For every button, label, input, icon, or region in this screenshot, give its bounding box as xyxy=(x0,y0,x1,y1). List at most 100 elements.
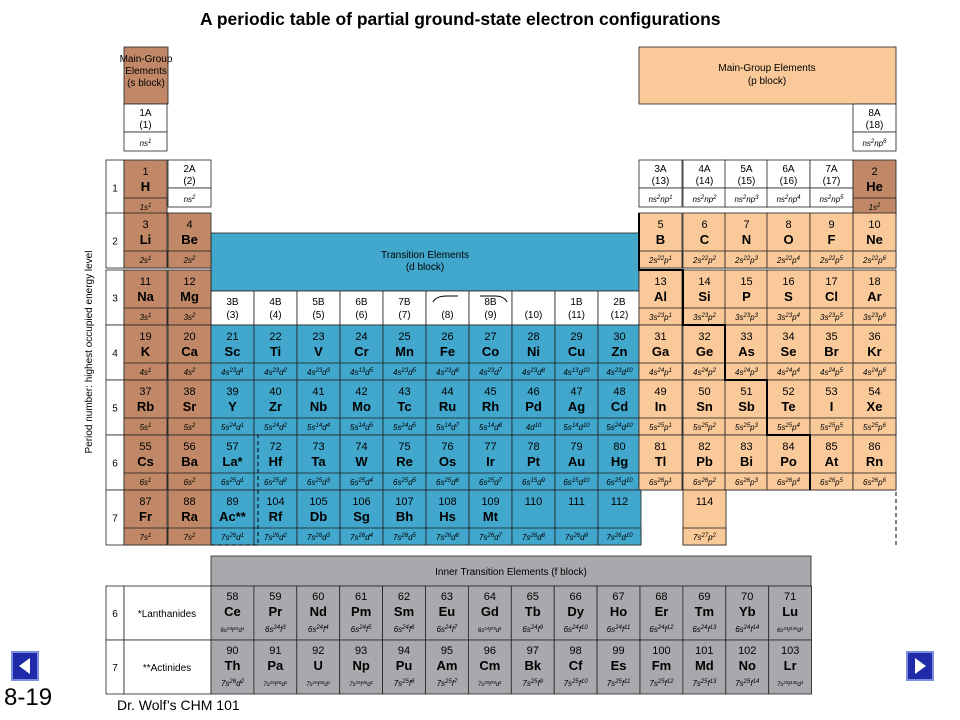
electron-configuration: 4d10 xyxy=(526,423,542,432)
atomic-number: 45 xyxy=(484,386,496,398)
element-symbol: Cf xyxy=(569,658,583,673)
electron-configuration: 4s23d10 xyxy=(606,368,633,377)
electron-configuration: 6s24f11 xyxy=(607,625,631,634)
electron-configuration: 7s25f146d1 xyxy=(777,680,804,689)
atomic-number: 63 xyxy=(441,591,453,603)
element-symbol: Tc xyxy=(397,399,411,414)
electron-configuration: 5s24d1 xyxy=(221,423,244,432)
configuration-cell xyxy=(852,250,897,269)
electron-configuration: 4s24p4 xyxy=(777,368,801,377)
element-cell-box xyxy=(510,585,555,641)
group-number: (6) xyxy=(355,310,367,321)
group-header-cell xyxy=(597,290,642,326)
electron-configuration: 7s25f6 xyxy=(394,679,415,688)
element-symbol: O xyxy=(783,232,793,247)
electron-configuration: 6s26p6 xyxy=(863,478,887,487)
atomic-number: 8 xyxy=(785,219,791,231)
group-configuration: ns2np2 xyxy=(692,195,717,204)
period-number: 1 xyxy=(112,184,118,195)
group-header-cell xyxy=(123,103,168,133)
electron-configuration: 6s24f12 xyxy=(649,625,674,634)
electron-configuration: 5s24d5 xyxy=(393,423,417,432)
electron-configuration: 3s23p4 xyxy=(777,313,801,322)
atomic-number: 77 xyxy=(484,441,496,453)
atomic-number: 73 xyxy=(312,441,324,453)
atomic-number: 82 xyxy=(698,441,710,453)
p-block-heading-box xyxy=(638,46,897,105)
atomic-number: 14 xyxy=(698,276,710,288)
atomic-number: 79 xyxy=(570,441,582,453)
atomic-number: 48 xyxy=(613,386,625,398)
electron-configuration: 6s25d3 xyxy=(307,478,331,487)
electron-configuration: 4s24p3 xyxy=(735,368,759,377)
electron-configuration: 7s26d6 xyxy=(436,533,460,542)
atomic-number: 92 xyxy=(312,645,324,657)
electron-configuration: 4s24p5 xyxy=(820,368,844,377)
group-header-cell xyxy=(296,290,341,326)
group-header-cell xyxy=(339,290,384,326)
electron-configuration: 6s15d10 xyxy=(563,478,590,487)
element-symbol: Na xyxy=(137,289,154,304)
element-symbol: Pr xyxy=(268,604,282,619)
group-name: 7A xyxy=(825,164,838,175)
element-cell: 74W 6s25d4 xyxy=(339,434,384,491)
element-cell-box xyxy=(553,585,598,641)
electron-configuration: 6s24f7 xyxy=(437,625,458,634)
group-name: 3B xyxy=(226,297,239,308)
element-cell: 5B 2s22p1 xyxy=(638,212,683,269)
group-name: 5B xyxy=(312,297,325,308)
configuration-cell xyxy=(852,472,897,491)
group-name: 7B xyxy=(398,297,411,308)
atomic-number: 66 xyxy=(570,591,582,603)
element-cell: 4Be 2s2 xyxy=(167,212,212,269)
atomic-number: 99 xyxy=(612,645,624,657)
atomic-number: 96 xyxy=(484,645,496,657)
s-block-heading: Elements xyxy=(125,66,167,77)
element-symbol: Pt xyxy=(527,454,541,469)
atomic-number: 78 xyxy=(527,441,539,453)
element-symbol: Li xyxy=(140,232,152,247)
atomic-number: 32 xyxy=(698,331,710,343)
atomic-number: 107 xyxy=(395,496,413,508)
atomic-number: 5 xyxy=(657,219,663,231)
atomic-number: 98 xyxy=(570,645,582,657)
electron-configuration: 6s15d9 xyxy=(522,478,546,487)
f-series-label-cell xyxy=(123,639,212,695)
atomic-number: 100 xyxy=(652,645,670,657)
element-cell-box xyxy=(725,639,770,695)
element-symbol: B xyxy=(656,232,665,247)
atomic-number: 61 xyxy=(355,591,367,603)
electron-configuration: 7s26d5 xyxy=(393,533,417,542)
atomic-number: 74 xyxy=(355,441,367,453)
element-symbol: Bi xyxy=(740,454,753,469)
element-symbol: Pd xyxy=(525,399,542,414)
electron-configuration: 2s2 xyxy=(183,256,196,265)
element-cell: 16S 3s23p4 xyxy=(766,269,811,326)
atomic-number: 114 xyxy=(696,496,714,508)
group-header-cell xyxy=(511,290,556,326)
atomic-number: 58 xyxy=(226,591,238,603)
group-name: 6B xyxy=(355,297,368,308)
previous-slide-button[interactable] xyxy=(11,651,39,681)
next-slide-button[interactable] xyxy=(906,651,934,681)
atomic-number: 67 xyxy=(612,591,624,603)
group-header-cell xyxy=(210,290,255,326)
